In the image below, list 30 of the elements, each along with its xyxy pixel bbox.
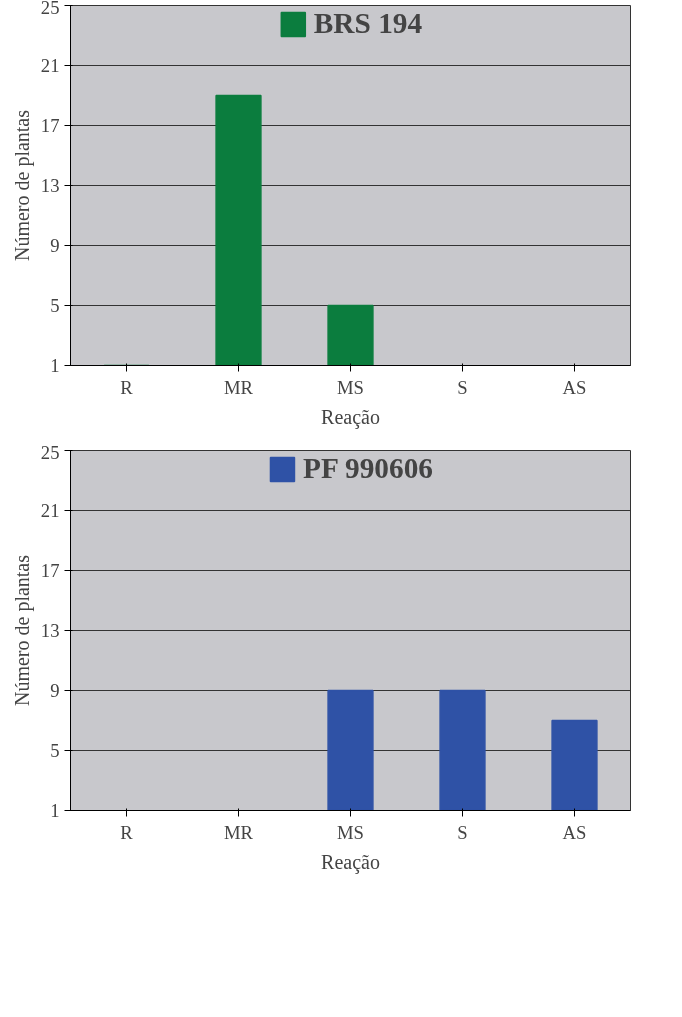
x-tick-label: MS [337, 376, 364, 398]
x-tick-label: MR [223, 821, 254, 843]
x-tick-label: AS [562, 376, 587, 398]
y-tick-label: 17 [40, 115, 60, 136]
y-tick-label: 5 [50, 295, 60, 316]
y-tick-label: 1 [50, 800, 60, 821]
legend-label: BRS 194 [313, 7, 423, 40]
x-tick-label: S [457, 376, 468, 398]
y-tick-label: 9 [50, 680, 60, 701]
x-tick-label: MR [223, 376, 254, 398]
x-tick-label: R [120, 821, 134, 843]
y-tick-label: 17 [40, 560, 60, 581]
y-tick-label: 21 [40, 500, 60, 521]
y-tick-label: 5 [50, 740, 60, 761]
y-axis-title: Número de plantas [10, 554, 34, 707]
x-tick-label: S [457, 821, 468, 843]
y-tick-label: 25 [40, 441, 60, 463]
x-tick-label: MS [337, 821, 364, 843]
x-tick-label: AS [562, 821, 587, 843]
y-tick-label: 21 [40, 55, 60, 76]
y-tick-label: 13 [40, 175, 60, 196]
y-tick-label: 9 [50, 235, 60, 256]
y-tick-label: 13 [40, 620, 60, 641]
y-tick-label: 1 [50, 355, 60, 376]
x-axis-title: Reação [321, 850, 380, 874]
y-axis-title: Número de plantas [10, 109, 34, 262]
x-tick-label: R [120, 376, 134, 398]
x-axis-title: Reação [321, 405, 380, 429]
y-tick-label: 25 [40, 0, 60, 18]
legend-label: PF 990606 [302, 452, 434, 485]
